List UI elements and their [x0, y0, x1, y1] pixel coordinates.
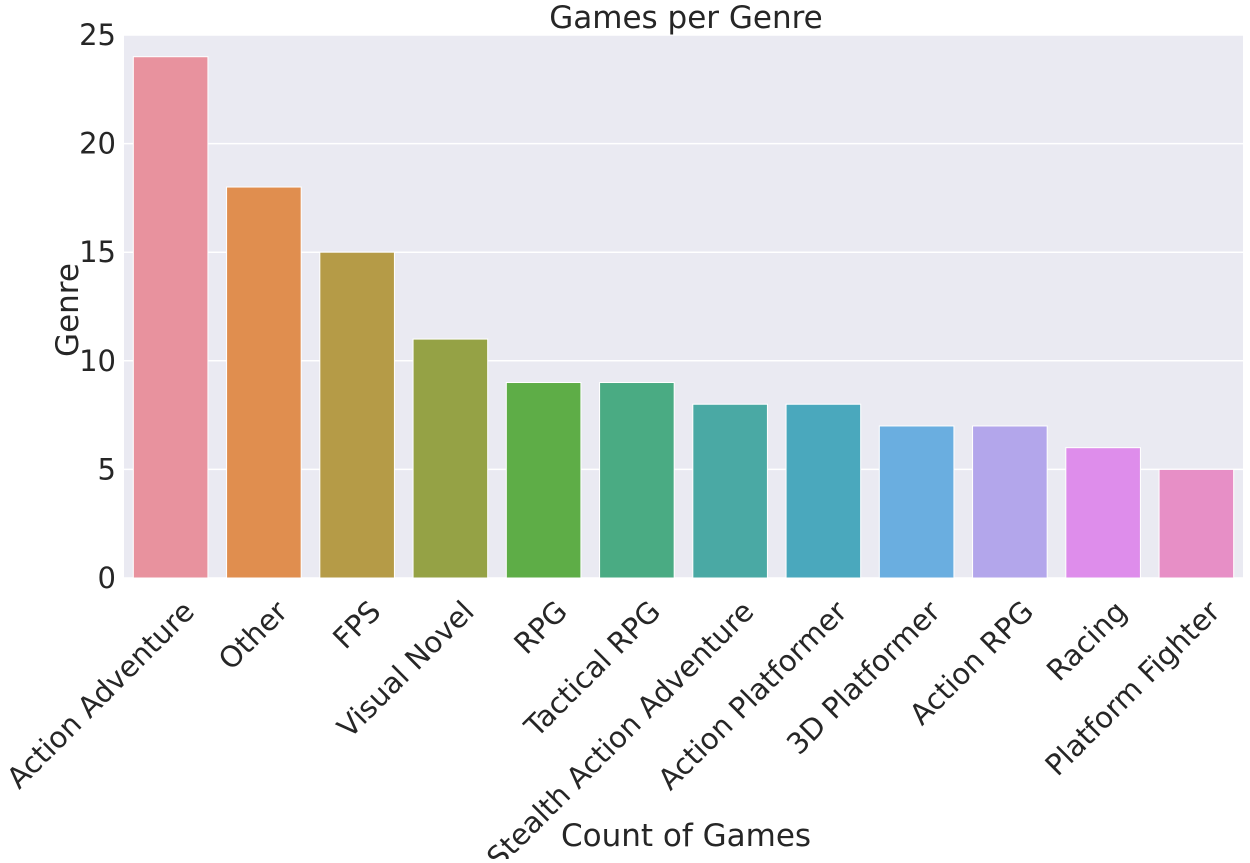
- y-tick-label: 0: [98, 561, 116, 595]
- y-tick-label: 15: [79, 235, 116, 269]
- bar-platform-fighter: [1158, 468, 1235, 579]
- x-tick-label: RPG: [507, 594, 574, 661]
- bar-3d-platformer: [878, 425, 955, 579]
- gridlines: [124, 34, 1243, 579]
- y-tick-label: 20: [79, 127, 116, 161]
- bar-racing: [1065, 447, 1141, 579]
- x-tick-label: Other: [212, 594, 294, 676]
- bar-action-platformer: [785, 403, 862, 579]
- bar-action-rpg: [972, 425, 1048, 579]
- x-tick-label: Racing: [1040, 594, 1133, 687]
- bar-stealth-action-adventure: [692, 403, 768, 579]
- bars: [132, 56, 1235, 579]
- x-tick-label: Action Adventure: [0, 594, 201, 795]
- y-tick-label: 10: [79, 344, 116, 378]
- y-tick-label: 5: [98, 452, 116, 486]
- x-axis-label: Count of Games: [561, 818, 811, 854]
- x-tick-label: Platform Fighter: [1038, 594, 1226, 782]
- bar-action-adventure: [132, 56, 209, 579]
- bar-fps: [319, 251, 395, 579]
- bar-tactical-rpg: [599, 382, 675, 579]
- y-axis-label: Genre: [50, 263, 86, 357]
- bar-other: [226, 186, 302, 579]
- chart-title: Games per Genre: [549, 0, 823, 36]
- y-tick-labels: 0 5 10 15 20 25: [79, 18, 116, 595]
- y-tick-label: 25: [79, 18, 116, 52]
- bar-rpg: [505, 382, 582, 579]
- bar-visual-novel: [412, 338, 489, 579]
- plot-area: [124, 35, 1243, 578]
- x-tick-label: FPS: [326, 594, 387, 655]
